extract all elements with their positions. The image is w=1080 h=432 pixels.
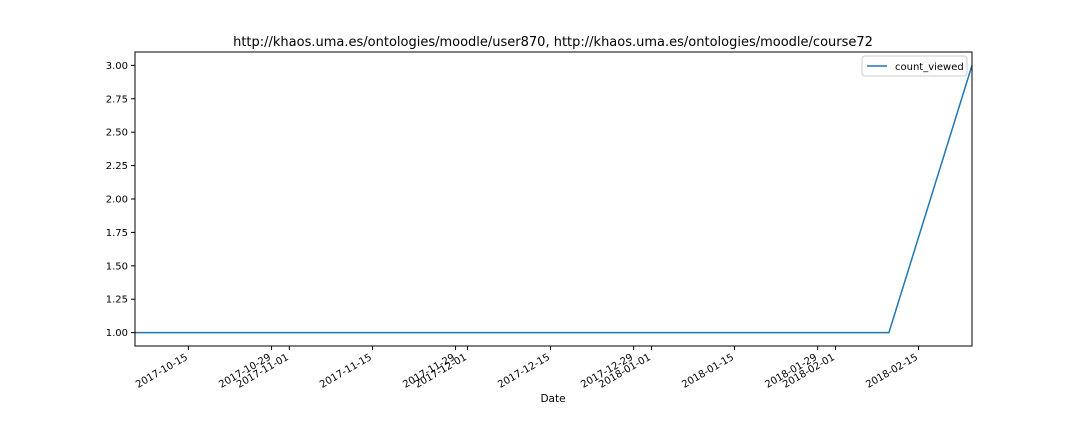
- legend: count_viewed: [861, 55, 968, 77]
- x-tick-label: 2018-01-15: [680, 352, 736, 391]
- plot-frame: [134, 51, 973, 347]
- x-tick-label: 2018-02-15: [864, 352, 920, 391]
- y-tick-label: 2.00: [106, 195, 128, 206]
- x-axis-label: Date: [540, 393, 565, 405]
- legend-label: count_viewed: [895, 62, 964, 73]
- plot-lines: [135, 65, 973, 334]
- y-tick-label: 1.75: [106, 228, 128, 239]
- y-tick-label: 1.50: [106, 261, 128, 272]
- series-line-count_viewed: [135, 65, 973, 334]
- x-tick-label: 2017-11-15: [318, 352, 374, 391]
- y-tick-label: 2.50: [106, 128, 128, 139]
- y-tick-label: 1.25: [106, 295, 128, 306]
- y-tick-label: 2.25: [106, 161, 128, 172]
- legend-box: [861, 55, 968, 77]
- y-tick-label: 2.75: [106, 94, 128, 105]
- x-tick-label: 2017-12-15: [496, 352, 552, 391]
- chart-title: http://khaos.uma.es/ontologies/moodle/us…: [233, 35, 873, 50]
- y-tick-label: 3.00: [106, 61, 128, 72]
- y-tick-label: 1.00: [106, 328, 128, 339]
- y-axis-ticks: 1.00 1.25 1.50 1.75 2.00 2.25 2.50 2.75 3.00: [106, 61, 135, 339]
- x-tick-label: 2017-10-15: [134, 352, 190, 391]
